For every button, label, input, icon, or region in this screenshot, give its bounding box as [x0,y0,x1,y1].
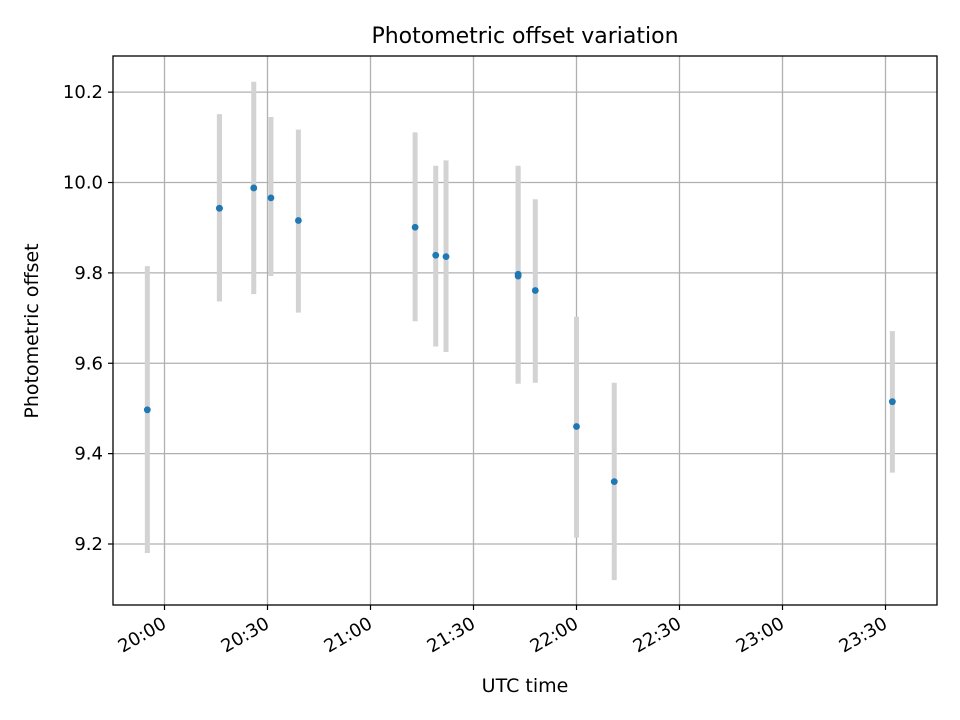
x-tick-label: 23:00 [733,613,788,657]
x-axis-label: UTC time [482,675,569,697]
data-point [531,287,539,294]
x-tick-label: 22:30 [630,613,685,657]
y-tick-label: 9.2 [74,534,103,555]
x-tick-label: 23:30 [836,613,891,657]
data-point [267,194,275,202]
data-point [442,253,450,261]
data-point [250,184,258,192]
x-tick-label: 21:00 [321,613,376,657]
ticks: 20:00 20:30 21:00 21:30 22:00 22:30 23:00 23:30… [63,82,891,657]
y-tick-label: 9.4 [74,444,103,465]
y-tick-label: 9.8 [74,263,103,284]
x-tick-label: 22:00 [527,613,582,657]
data-point [216,204,223,212]
chart-title: Photometric offset variation [371,24,678,49]
x-tick-label: 21:30 [424,613,479,657]
data-point [295,217,302,224]
y-tick-label: 10.2 [63,82,103,103]
y-tick-label: 10.0 [63,173,103,194]
data-point [610,478,618,486]
y-axis-label: Photometric offset [21,243,43,418]
data-point [432,251,440,259]
grid [113,56,937,605]
x-tick-label: 20:00 [115,613,170,657]
data-points [143,184,896,486]
data-point [888,398,896,406]
data-point [514,272,522,280]
data-point [573,423,580,430]
data-point [143,406,151,414]
x-tick-label: 20:30 [218,613,273,657]
plot-frame [112,55,938,606]
data-point [411,223,419,231]
y-tick-label: 9.6 [74,353,103,374]
error-bars [144,81,895,581]
